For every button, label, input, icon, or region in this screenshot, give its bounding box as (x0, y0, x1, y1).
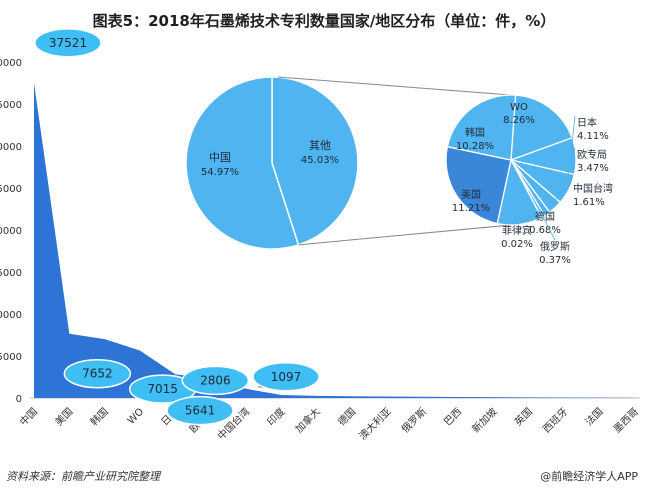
x-tick-label: 西班牙 (541, 406, 571, 436)
y-tick-label: 40000 (0, 58, 22, 69)
pie-value-breakdown: 0.68% (529, 225, 561, 236)
x-tick-label: 新加坡 (469, 405, 499, 435)
x-tick-label: 德国 (335, 405, 358, 428)
pie-leader-line (516, 212, 540, 225)
pie-value-breakdown: 0.37% (539, 255, 571, 266)
source-note: 资料来源：前瞻产业研究院整理 (6, 470, 160, 483)
brand-note: @前瞻经济学人APP (540, 470, 638, 483)
value-bubble-label: 1097 (271, 370, 302, 384)
value-bubble-label: 2806 (200, 373, 231, 387)
value-bubble-label: 5641 (185, 404, 216, 418)
pie-slice-china (185, 76, 300, 250)
y-tick-label: 35000 (0, 100, 22, 111)
y-tick-label: 25000 (0, 184, 22, 195)
x-tick-label: 墨西哥 (611, 406, 641, 436)
pie-label-other: 其他 (309, 139, 331, 152)
chart-title: 图表5：2018年石墨烯技术专利数量国家/地区分布（单位：件，%） (92, 12, 556, 30)
pie-leader-line (551, 181, 572, 205)
pie-value-breakdown: 3.47% (577, 163, 609, 174)
value-bubble (63, 358, 132, 389)
x-tick-label: 中国 (17, 405, 40, 428)
pie-value-breakdown: 1.61% (573, 197, 605, 208)
y-tick-label: 20000 (0, 226, 22, 237)
x-tick-label: 韩国 (87, 405, 110, 428)
pie-leader-line (570, 115, 576, 157)
pie-slice-breakdown (445, 145, 512, 225)
pie-label-breakdown: 美国 (461, 188, 481, 201)
pie-label-breakdown: 欧专局 (577, 148, 607, 161)
pie-value-breakdown: 8.26% (503, 115, 535, 126)
pie-label-breakdown: 菲律宾 (502, 224, 532, 237)
pie-label-breakdown: 德国 (535, 210, 555, 223)
pie-slice-other (271, 76, 359, 246)
x-tick-label: 美国 (52, 405, 75, 428)
pie-connector-line (298, 224, 512, 246)
pie-label-breakdown: WO (510, 102, 528, 113)
pie-value-breakdown: 0.02% (501, 239, 533, 250)
y-tick-label: 15000 (0, 268, 22, 279)
value-bubble-label: 37521 (49, 36, 87, 50)
value-bubble (252, 362, 320, 392)
x-tick-label: 加拿大 (292, 405, 322, 435)
pie-value-other: 45.03% (301, 155, 339, 166)
value-bubble-label: 7652 (82, 367, 113, 381)
value-bubble (181, 365, 250, 396)
x-tick-label: 法国 (582, 405, 605, 428)
pie-value-breakdown: 10.28% (456, 141, 494, 152)
x-tick-label: 印度 (264, 405, 287, 428)
pie-label-breakdown: 韩国 (465, 126, 485, 139)
pie-slice-breakdown (510, 94, 573, 161)
pie-leader-line (564, 147, 576, 188)
pie-value-china: 54.97% (201, 167, 239, 178)
pie-label-breakdown: 中国台湾 (573, 182, 613, 195)
value-bubble (166, 395, 234, 426)
pie-value-breakdown: 11.21% (452, 203, 490, 214)
pie-slice-breakdown (446, 94, 517, 161)
x-tick-label: WO (126, 406, 146, 426)
x-tick-label: 英国 (512, 405, 535, 428)
value-bubble (34, 28, 102, 58)
value-bubble-label: 7015 (147, 382, 178, 396)
pie-label-breakdown: 俄罗斯 (540, 240, 570, 253)
y-tick-label: 0 (16, 394, 22, 405)
x-tick-label: 俄罗斯 (399, 405, 429, 435)
x-tick-label: 澳大利亚 (356, 405, 393, 442)
pie-value-breakdown: 4.11% (577, 131, 609, 142)
y-tick-label: 30000 (0, 142, 22, 153)
pie-connector-line (277, 76, 512, 96)
pie-leader-line (540, 211, 556, 241)
pie-label-breakdown: 日本 (577, 116, 597, 129)
pie-label-china: 中国 (209, 151, 231, 164)
x-tick-label: 巴西 (442, 406, 465, 429)
y-tick-label: 10000 (0, 310, 22, 321)
y-tick-label: 5000 (0, 352, 22, 363)
